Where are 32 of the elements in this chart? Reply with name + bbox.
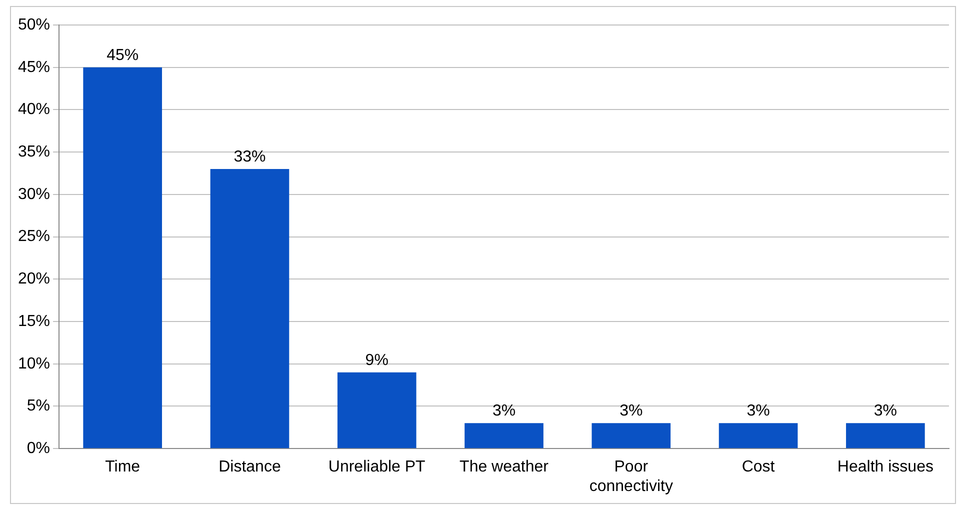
y-tick-label: 20%: [18, 270, 50, 288]
data-label: 3%: [746, 402, 770, 420]
bar: [464, 423, 544, 448]
data-label: 3%: [492, 402, 516, 420]
y-tick-label: 35%: [18, 143, 50, 160]
bar: [83, 67, 162, 448]
y-tick-label: 45%: [18, 58, 50, 76]
data-label: 45%: [106, 46, 139, 64]
x-tick-label: Poor connectivity: [589, 458, 673, 495]
data-label: 9%: [365, 352, 388, 369]
bar: [210, 169, 290, 448]
x-tick-label: Time: [105, 458, 140, 476]
y-tick-label: 50%: [18, 16, 50, 34]
bar: [718, 423, 798, 448]
x-tick-label: Unreliable PT: [328, 458, 426, 476]
y-tick-label: 15%: [18, 312, 50, 330]
x-tick-label: Distance: [218, 458, 281, 476]
y-tick-label: 40%: [18, 101, 50, 118]
y-tick-label: 5%: [26, 398, 50, 415]
bar: [846, 423, 925, 448]
x-tick-label: Cost: [742, 458, 776, 476]
y-tick-label: 30%: [18, 186, 50, 203]
data-label: 3%: [620, 402, 643, 420]
bar: [337, 372, 416, 448]
bar: [592, 423, 671, 448]
data-label: 33%: [234, 148, 266, 166]
data-label: 3%: [874, 402, 897, 420]
y-tick-label: 0%: [26, 440, 50, 458]
x-tick-label: The weather: [460, 458, 550, 476]
y-tick-label: 10%: [18, 355, 50, 372]
x-tick-label: Health issues: [837, 458, 934, 476]
y-tick-label: 25%: [18, 228, 50, 246]
